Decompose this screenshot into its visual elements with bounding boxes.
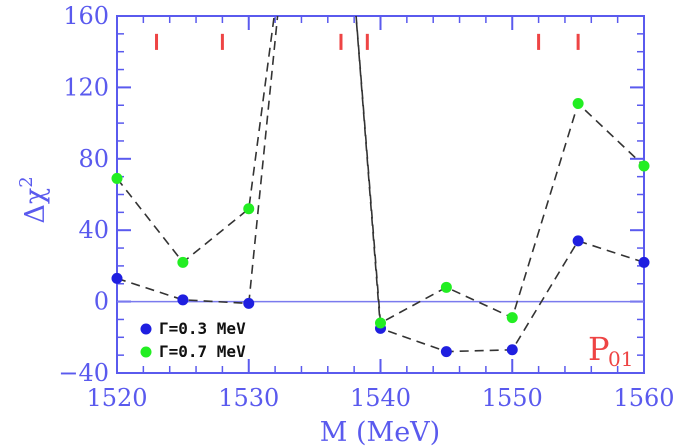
series-1-point — [440, 346, 452, 358]
series-1-point — [638, 256, 650, 268]
series-2-point — [440, 281, 452, 293]
series-1-point — [572, 235, 584, 247]
panel-label-group: P 01 — [588, 330, 633, 371]
series-2-line — [117, 16, 644, 325]
series-2-point — [572, 97, 584, 109]
y-tick-label: 160 — [63, 2, 109, 30]
x-tick-label: 1530 — [218, 384, 279, 412]
legend-marker-series-2 — [140, 346, 152, 358]
y-axis-title-group: Δχ2 — [16, 176, 51, 223]
x-axis-title: M (MeV) — [320, 417, 440, 446]
y-tick-label: −40 — [58, 359, 109, 387]
x-tick-label: 1540 — [350, 384, 411, 412]
series-2-point — [111, 172, 123, 184]
series-1-point — [177, 294, 189, 306]
series-2-point — [638, 160, 650, 172]
legend-marker-series-1 — [140, 323, 152, 335]
series-2-point — [243, 203, 255, 215]
series-lines — [117, 16, 644, 353]
panel-label-subscript: 01 — [608, 347, 633, 371]
svg-text:Δχ2: Δχ2 — [16, 176, 51, 223]
x-tick-label: 1550 — [482, 384, 543, 412]
series-2-point — [177, 256, 189, 268]
panel-label: P — [588, 330, 610, 368]
y-tick-label: 120 — [63, 73, 109, 101]
y-tick-label: 40 — [78, 216, 109, 244]
series-2-point — [506, 312, 518, 324]
x-tick-label: 1560 — [613, 384, 674, 412]
series-2-point — [375, 317, 386, 329]
y-axis-title: Δχ — [20, 188, 51, 224]
legend: Γ=0.3 MeV Γ=0.7 MeV — [140, 319, 246, 361]
y-tick-label: 80 — [78, 145, 109, 173]
y-axis-title-superscript: 2 — [16, 176, 37, 187]
series-1-point — [506, 344, 518, 356]
legend-label-series-1: Γ=0.3 MeV — [159, 319, 246, 338]
tick-labels: 1520 1530 1540 1550 1560 −40 0 40 80 120 160 — [58, 2, 674, 412]
series-1-line — [117, 16, 644, 353]
axis-ticks — [116, 15, 645, 374]
y-tick-label: 0 — [94, 288, 109, 316]
series-1-point — [111, 272, 123, 284]
resonance-marks — [155, 33, 580, 50]
series-1-point — [243, 297, 255, 309]
legend-label-series-2: Γ=0.7 MeV — [159, 342, 246, 361]
series-points — [111, 97, 650, 358]
x-tick-label: 1520 — [86, 384, 147, 412]
